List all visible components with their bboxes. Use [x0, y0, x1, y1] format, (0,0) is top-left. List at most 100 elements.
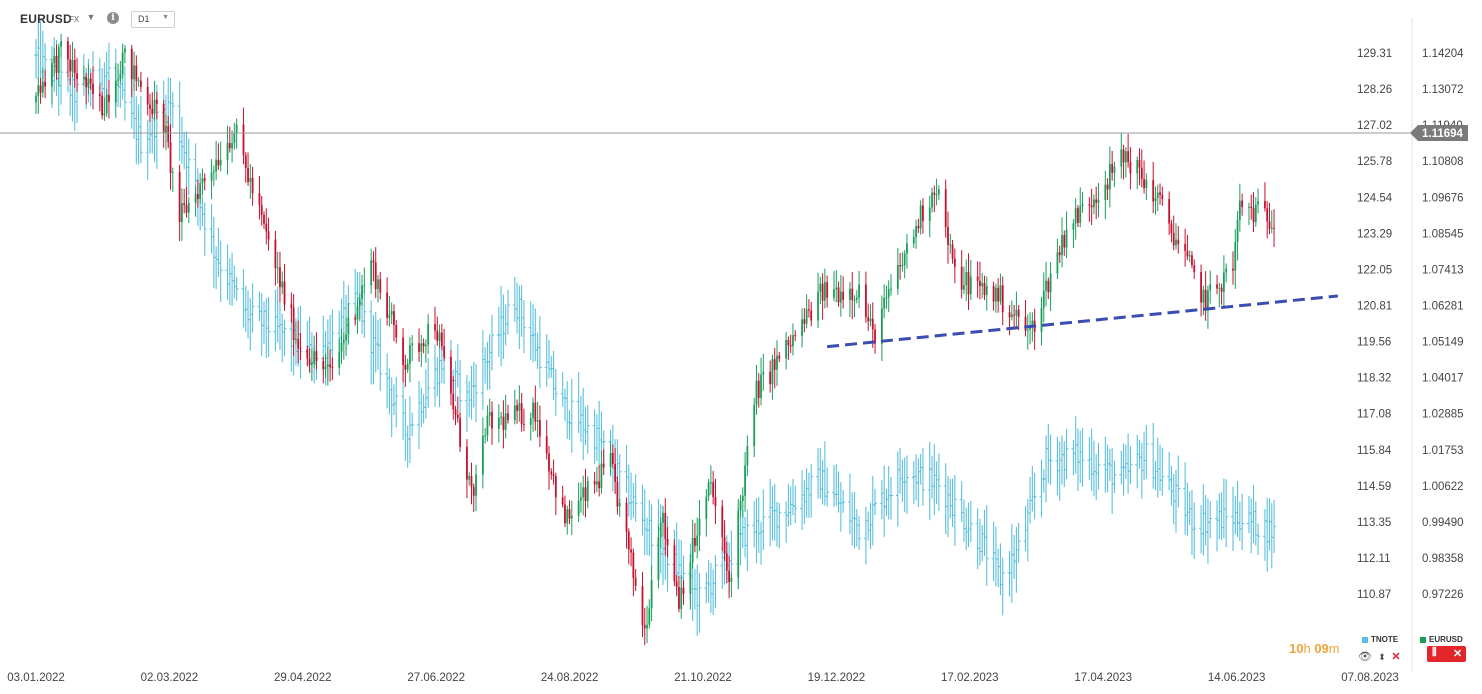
- eurusd-candle: [53, 47, 56, 77]
- legend-item-tnote[interactable]: TNOTE: [1362, 635, 1398, 644]
- tnote-bar: [487, 334, 492, 390]
- eurusd-candle: [1093, 194, 1095, 215]
- eurusd-candle: [614, 448, 617, 495]
- tnote-bar: [1208, 501, 1213, 539]
- tnote-bar: [216, 227, 221, 277]
- tnote-bar: [410, 412, 415, 437]
- eurusd-candle: [1273, 209, 1275, 248]
- tnote-bar: [1176, 455, 1181, 508]
- tnote-bar: [562, 388, 567, 422]
- eurusd-candle: [794, 330, 797, 342]
- tnote-bar: [930, 455, 935, 499]
- eurusd-candle: [1268, 202, 1271, 235]
- eurusd-candle: [1045, 261, 1047, 307]
- visibility-eye-icon[interactable]: 👁: [1358, 651, 1372, 663]
- tnote-bar: [282, 319, 287, 357]
- eurusd-candle: [643, 607, 646, 646]
- tnote-bar: [1160, 447, 1165, 496]
- tnote-bar: [182, 131, 187, 170]
- eurusd-candle: [459, 412, 461, 452]
- eurusd-candle: [418, 328, 420, 362]
- tnote-bar: [818, 448, 823, 499]
- tnote-bar: [770, 486, 775, 541]
- tnote-bar: [895, 451, 900, 527]
- eurusd-candle: [151, 92, 154, 118]
- eurusd-candle: [488, 398, 491, 427]
- tnote-bar: [934, 461, 939, 505]
- tnote-bar: [505, 289, 510, 335]
- eurusd-candle: [101, 91, 104, 120]
- tnote-bar: [1155, 437, 1160, 498]
- tnote-bar: [246, 290, 251, 339]
- eurusd-candle: [377, 274, 379, 303]
- tnote-bar: [793, 485, 798, 524]
- tnote-bar: [975, 508, 980, 570]
- tnote-bar: [1039, 459, 1044, 518]
- eurusd-candle: [632, 548, 635, 597]
- tnote-bar: [948, 479, 953, 519]
- remove-series-icon[interactable]: ✕: [1391, 651, 1401, 663]
- timeframe-select[interactable]: D1 ▼: [131, 11, 175, 28]
- eurusd-candle: [985, 276, 988, 311]
- eurusd-candle: [1234, 229, 1237, 289]
- tnote-bar: [964, 507, 969, 551]
- tnote-bar: [836, 471, 841, 513]
- tnote-bar: [1121, 443, 1126, 496]
- eurusd-candle: [755, 364, 758, 415]
- eurusd-candle: [1266, 201, 1269, 239]
- eurusd-candle: [534, 385, 537, 431]
- tnote-bar: [496, 306, 501, 357]
- tnote-bar: [469, 365, 474, 420]
- tnote-bar: [1169, 465, 1174, 506]
- eurusd-candle: [855, 290, 858, 304]
- eurusd-candle: [1072, 219, 1075, 249]
- tnote-bar: [200, 196, 205, 227]
- eurusd-candle: [281, 271, 284, 295]
- series-settings-button[interactable]: ⫼ ✕: [1427, 646, 1466, 662]
- tnote-bar: [480, 330, 485, 411]
- symbol-dropdown-icon[interactable]: ▼: [86, 12, 96, 22]
- symbol-name[interactable]: EURUSD: [20, 12, 72, 26]
- eurusd-candle: [646, 605, 648, 644]
- eurusd-candle: [1172, 215, 1175, 251]
- eurusd-candle: [361, 274, 363, 306]
- tnote-bar: [918, 453, 923, 485]
- date-tick-label: 03.01.2022: [7, 672, 65, 684]
- legend-item-eurusd[interactable]: EURUSD: [1420, 635, 1463, 644]
- tnote-bar: [34, 39, 38, 79]
- eurusd-candle: [1065, 211, 1068, 259]
- eurusd-candle: [1113, 161, 1116, 188]
- eurusd-candle: [869, 304, 872, 327]
- tnote-bar: [567, 410, 572, 440]
- eurusd-candle: [146, 77, 149, 116]
- tnote-bar: [585, 405, 590, 454]
- eurusd-candle: [1152, 161, 1155, 214]
- tnote-bar: [927, 441, 932, 521]
- eurusd-candle: [696, 517, 699, 559]
- price-tick-label: 1.13072: [1422, 84, 1464, 96]
- eurusd-candle: [178, 164, 181, 242]
- price-tick-label: 0.97226: [1422, 589, 1464, 601]
- eurusd-candle: [409, 337, 411, 383]
- tnote-bar: [517, 285, 522, 350]
- reorder-arrows-icon[interactable]: ⬍: [1378, 652, 1386, 662]
- eurusd-candle: [691, 519, 694, 569]
- eurusd-candle: [1238, 183, 1241, 232]
- tnote-bar: [1189, 489, 1194, 556]
- eurusd-candle: [438, 324, 441, 348]
- tnote-bar: [371, 315, 376, 385]
- eurusd-candle: [771, 354, 774, 400]
- eurusd-candle: [1254, 197, 1257, 227]
- tnote-bar: [106, 42, 111, 83]
- tnote-bar: [914, 454, 919, 501]
- eurusd-candle: [516, 399, 518, 424]
- tnote-bar: [1158, 444, 1163, 491]
- eurusd-candle: [1168, 191, 1171, 235]
- tnote-bar: [1142, 431, 1147, 480]
- countdown-minutes-unit: m: [1328, 641, 1340, 656]
- info-icon[interactable]: i: [107, 12, 119, 24]
- eurusd-candle: [497, 404, 500, 443]
- tnote-bar: [640, 484, 645, 536]
- tnote-bar: [775, 501, 779, 547]
